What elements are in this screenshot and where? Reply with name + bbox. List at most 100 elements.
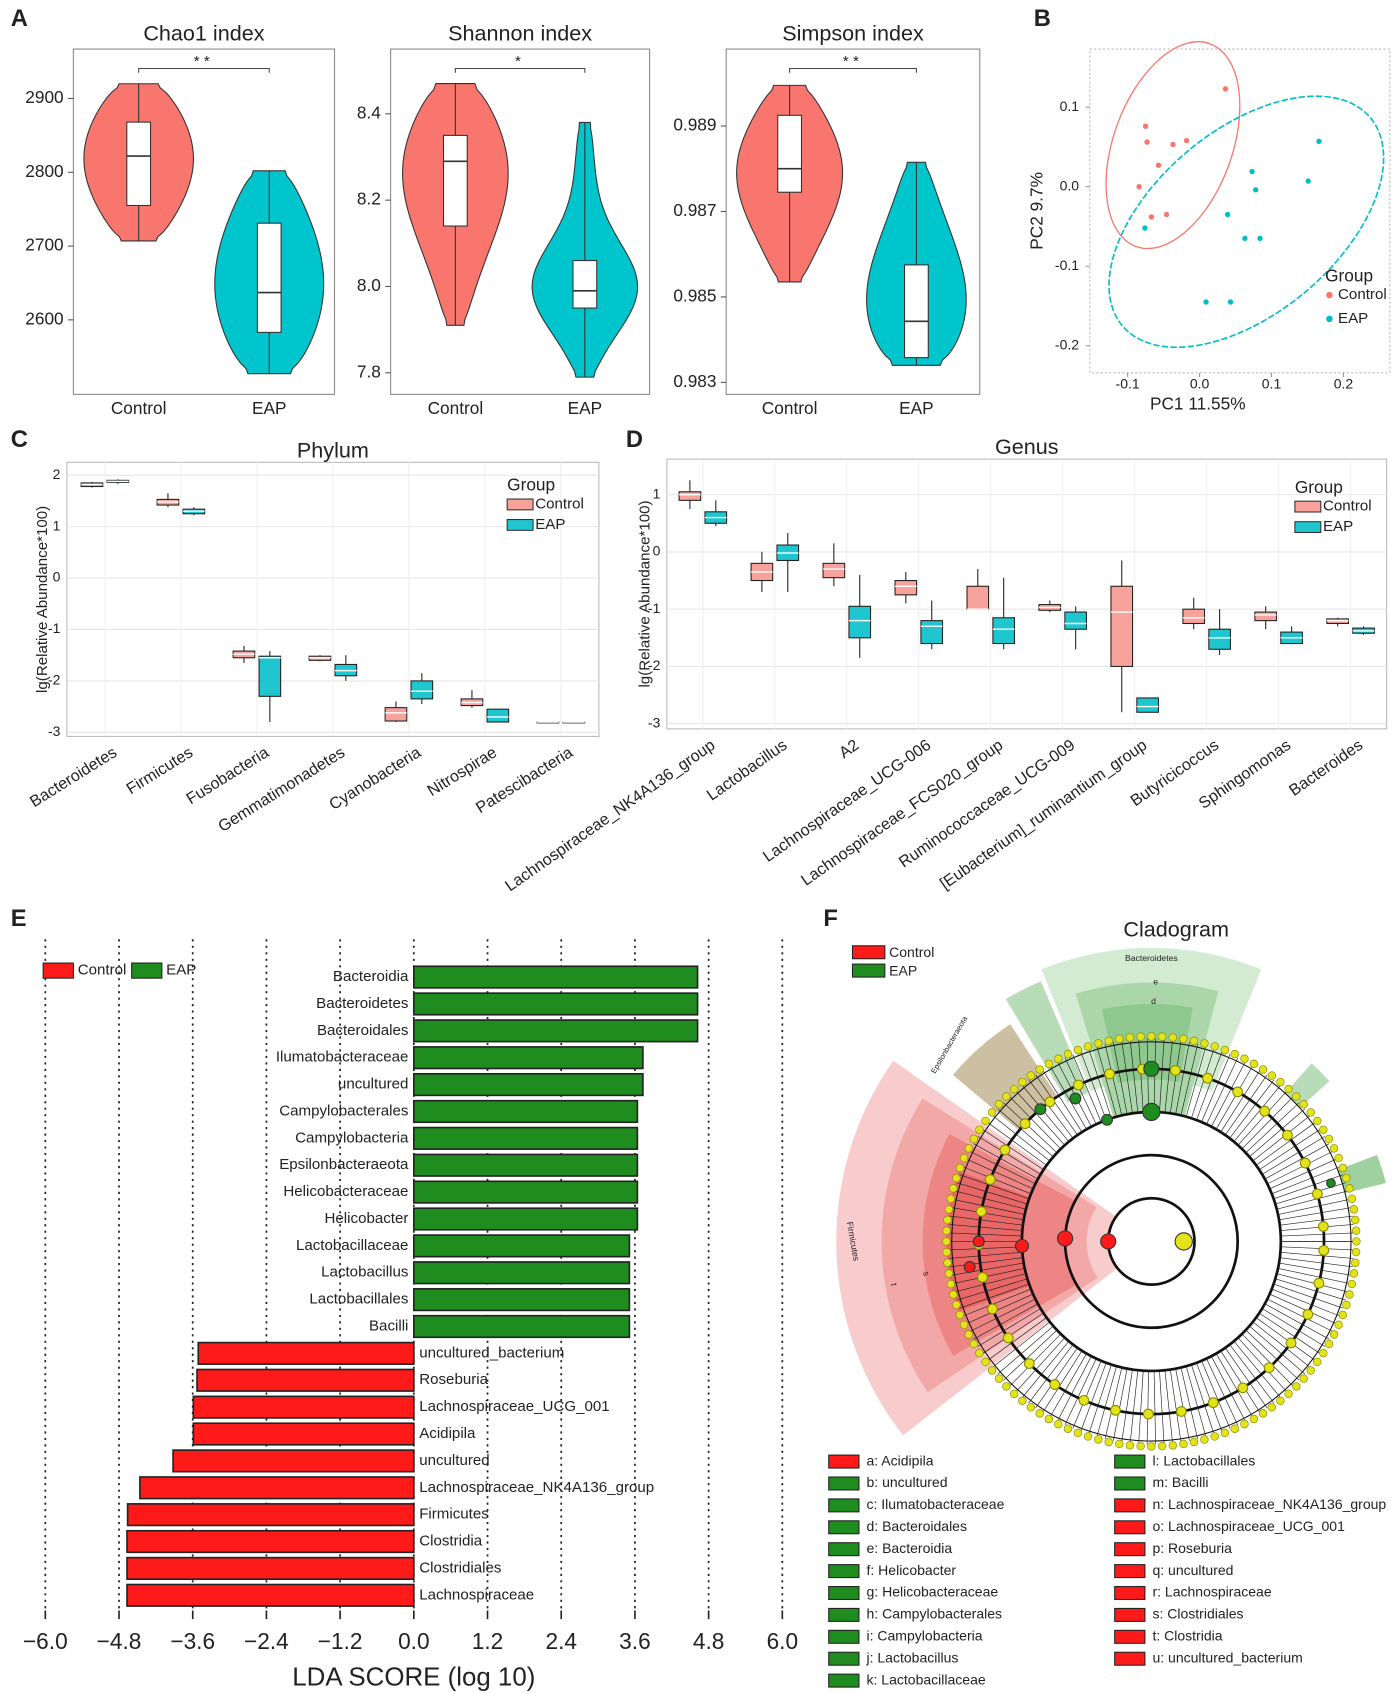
legend-label: h: Campylobacterales: [866, 1606, 1002, 1622]
branch: [1233, 1084, 1281, 1142]
branch: [1064, 1358, 1097, 1426]
point: [1305, 178, 1311, 184]
point: [1222, 86, 1229, 92]
node: [1351, 1226, 1361, 1235]
bar: [413, 1072, 644, 1097]
bar: [413, 1126, 639, 1150]
node: [1044, 1096, 1056, 1108]
branch: [1277, 1268, 1350, 1284]
node: [942, 1247, 951, 1257]
legend-swatch: [828, 1564, 860, 1579]
node: [1035, 1409, 1044, 1418]
legend-swatch: [1114, 1629, 1146, 1644]
branch: [1104, 1043, 1123, 1116]
node: [1019, 1118, 1031, 1130]
y-tick-label: -1: [648, 600, 661, 616]
branch: [1241, 1333, 1294, 1387]
node: [949, 1184, 958, 1193]
legend-swatch: [1294, 521, 1322, 534]
point: [1142, 123, 1149, 129]
node: [1104, 1437, 1113, 1447]
legend-swatch: [828, 1607, 860, 1622]
node: [1237, 1382, 1249, 1394]
bar-label: Acidipila: [419, 1425, 476, 1442]
x-tick-label: EAP: [568, 398, 603, 418]
node: [943, 1215, 952, 1225]
branch: [1113, 1368, 1128, 1441]
x-axis-label: LDA SCORE (log 10): [292, 1663, 535, 1691]
node: [1157, 1441, 1167, 1451]
bar: [413, 1261, 631, 1285]
legend-label: a: Acidipila: [866, 1452, 933, 1468]
node: [963, 1261, 976, 1273]
x-tick-label: 1.2: [472, 1628, 504, 1654]
branch: [1185, 1045, 1207, 1117]
node: [1200, 1435, 1209, 1444]
x-tick-label: 0.1: [1262, 375, 1282, 391]
y-tick-label: 2600: [25, 308, 63, 328]
branch: [1185, 1366, 1207, 1437]
branch: [1003, 1329, 1058, 1381]
node: [1014, 1238, 1029, 1253]
branch: [1180, 1367, 1199, 1440]
clade-sector: [1337, 1154, 1386, 1194]
box: [777, 114, 803, 193]
branch: [1028, 1079, 1074, 1139]
branch: [1096, 1366, 1117, 1437]
branch: [1211, 1061, 1246, 1127]
y-tick-label: -3: [648, 714, 661, 730]
point: [1249, 168, 1255, 175]
confidence-ellipse: [1108, 95, 1385, 349]
node: [975, 1348, 984, 1358]
branch: [957, 1278, 1028, 1301]
bar-label: Campylobacteria: [295, 1129, 409, 1146]
node: [1189, 1437, 1199, 1447]
y-tick-label: 0.985: [673, 285, 716, 305]
branch: [1276, 1273, 1348, 1293]
panel-label: A: [11, 6, 28, 32]
node: [1329, 1330, 1339, 1339]
point: [1136, 183, 1142, 190]
node: [1292, 1092, 1301, 1101]
node: [1313, 1277, 1325, 1289]
branch: [1129, 1370, 1139, 1444]
branch: [1278, 1207, 1352, 1221]
legend-label: q: uncultured: [1152, 1562, 1233, 1578]
node: [1329, 1144, 1339, 1153]
node: [1276, 1396, 1285, 1405]
legend-swatch: [1326, 291, 1333, 299]
plot-frame: [1089, 48, 1391, 374]
node: [1282, 1129, 1293, 1141]
node: [1125, 1033, 1135, 1042]
legend-swatch: [1114, 1542, 1146, 1557]
node: [1249, 1059, 1259, 1069]
node: [955, 1163, 965, 1173]
node: [944, 1269, 954, 1278]
bar: [413, 1314, 631, 1339]
x-tick-label: Lachnospiraceae_NK4A136_group: [502, 736, 719, 895]
bar-label: Helicobacteraceae: [283, 1183, 408, 1200]
node: [1240, 1054, 1249, 1063]
legend-label: k: Lactobacillaceae: [866, 1671, 985, 1687]
branch: [1279, 1215, 1353, 1226]
legend-swatch: [506, 519, 534, 531]
node: [1351, 1215, 1360, 1225]
node: [1220, 1045, 1230, 1055]
branch: [1138, 1370, 1144, 1444]
clade-sector: [952, 1024, 1058, 1131]
branch: [1164, 1370, 1173, 1444]
legend-swatch: [828, 1520, 860, 1535]
point: [1224, 211, 1231, 218]
legend-swatch: [828, 1542, 860, 1557]
node: [943, 1258, 952, 1268]
legend-label: Control: [889, 944, 934, 960]
branch: [1237, 1337, 1288, 1393]
node: [1073, 1428, 1083, 1438]
bar-label: Bacteroidia: [333, 968, 409, 985]
branch: [1201, 1360, 1231, 1429]
branch: [1267, 1298, 1334, 1332]
point: [1316, 138, 1322, 145]
branch: [1261, 1136, 1326, 1175]
bar: [197, 1341, 415, 1365]
node: [1311, 1188, 1323, 1200]
